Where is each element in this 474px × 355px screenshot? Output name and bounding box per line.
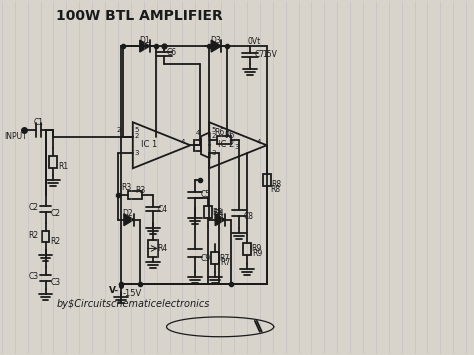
Text: 3: 3 — [135, 151, 139, 157]
Bar — [263, 174, 271, 186]
Text: R2: R2 — [50, 236, 61, 246]
Text: R8: R8 — [271, 185, 281, 194]
Polygon shape — [215, 214, 225, 226]
Text: R9: R9 — [252, 250, 262, 258]
Text: D4: D4 — [213, 209, 224, 218]
Text: 4: 4 — [257, 139, 261, 145]
Text: C6: C6 — [166, 48, 177, 57]
Text: 100W BTL AMPLIFIER: 100W BTL AMPLIFIER — [56, 9, 223, 23]
Polygon shape — [124, 214, 134, 226]
Polygon shape — [211, 40, 221, 52]
Text: C9: C9 — [201, 255, 210, 263]
Text: C3: C3 — [28, 272, 39, 281]
Bar — [148, 240, 158, 257]
Polygon shape — [140, 40, 150, 52]
Text: C1: C1 — [34, 119, 44, 127]
Text: IC 2: IC 2 — [218, 140, 234, 149]
Text: 4: 4 — [196, 130, 200, 136]
Text: C3: C3 — [50, 278, 61, 287]
Bar — [42, 231, 49, 242]
Text: IC 1: IC 1 — [141, 140, 158, 149]
Text: 3: 3 — [234, 144, 238, 150]
Text: 15V: 15V — [262, 50, 277, 59]
Bar — [204, 206, 212, 218]
Text: R4: R4 — [158, 245, 168, 253]
Text: C8: C8 — [244, 212, 254, 221]
Text: 3: 3 — [211, 151, 216, 157]
Text: R2: R2 — [28, 231, 39, 240]
Text: D2: D2 — [122, 209, 133, 218]
Text: C2: C2 — [28, 203, 39, 212]
Text: R5: R5 — [213, 212, 223, 221]
Text: by$Circuitschematicelectronics: by$Circuitschematicelectronics — [56, 299, 210, 309]
Text: -15V: -15V — [123, 289, 142, 298]
Text: 4: 4 — [181, 139, 185, 145]
Text: R3: R3 — [135, 186, 146, 195]
Text: R9: R9 — [251, 245, 261, 253]
Text: D3: D3 — [210, 36, 221, 45]
Text: R1: R1 — [58, 162, 69, 171]
Text: 5: 5 — [135, 127, 139, 133]
Text: C2: C2 — [50, 209, 61, 218]
Text: 2: 2 — [117, 127, 121, 133]
Text: R6: R6 — [224, 131, 234, 140]
Bar — [211, 252, 219, 264]
Text: R8: R8 — [272, 180, 282, 189]
Text: INPUT: INPUT — [4, 132, 27, 141]
Bar — [243, 244, 251, 255]
Text: C7: C7 — [255, 50, 265, 59]
Text: R7: R7 — [219, 255, 229, 263]
Text: 2: 2 — [211, 133, 216, 140]
Text: R7: R7 — [220, 258, 230, 267]
Text: 0Vt: 0Vt — [248, 37, 261, 46]
Text: R3: R3 — [121, 183, 131, 192]
Text: C4: C4 — [158, 205, 168, 214]
Text: R6: R6 — [214, 129, 224, 137]
Text: R5: R5 — [212, 208, 222, 217]
Text: C5: C5 — [201, 190, 210, 199]
Bar — [194, 140, 201, 151]
Text: 5: 5 — [211, 127, 216, 133]
Text: 2: 2 — [135, 133, 139, 140]
Bar — [49, 156, 57, 168]
Bar — [128, 191, 142, 199]
Text: V-: V- — [109, 286, 119, 295]
Bar — [217, 136, 231, 144]
Text: D1: D1 — [139, 36, 149, 45]
